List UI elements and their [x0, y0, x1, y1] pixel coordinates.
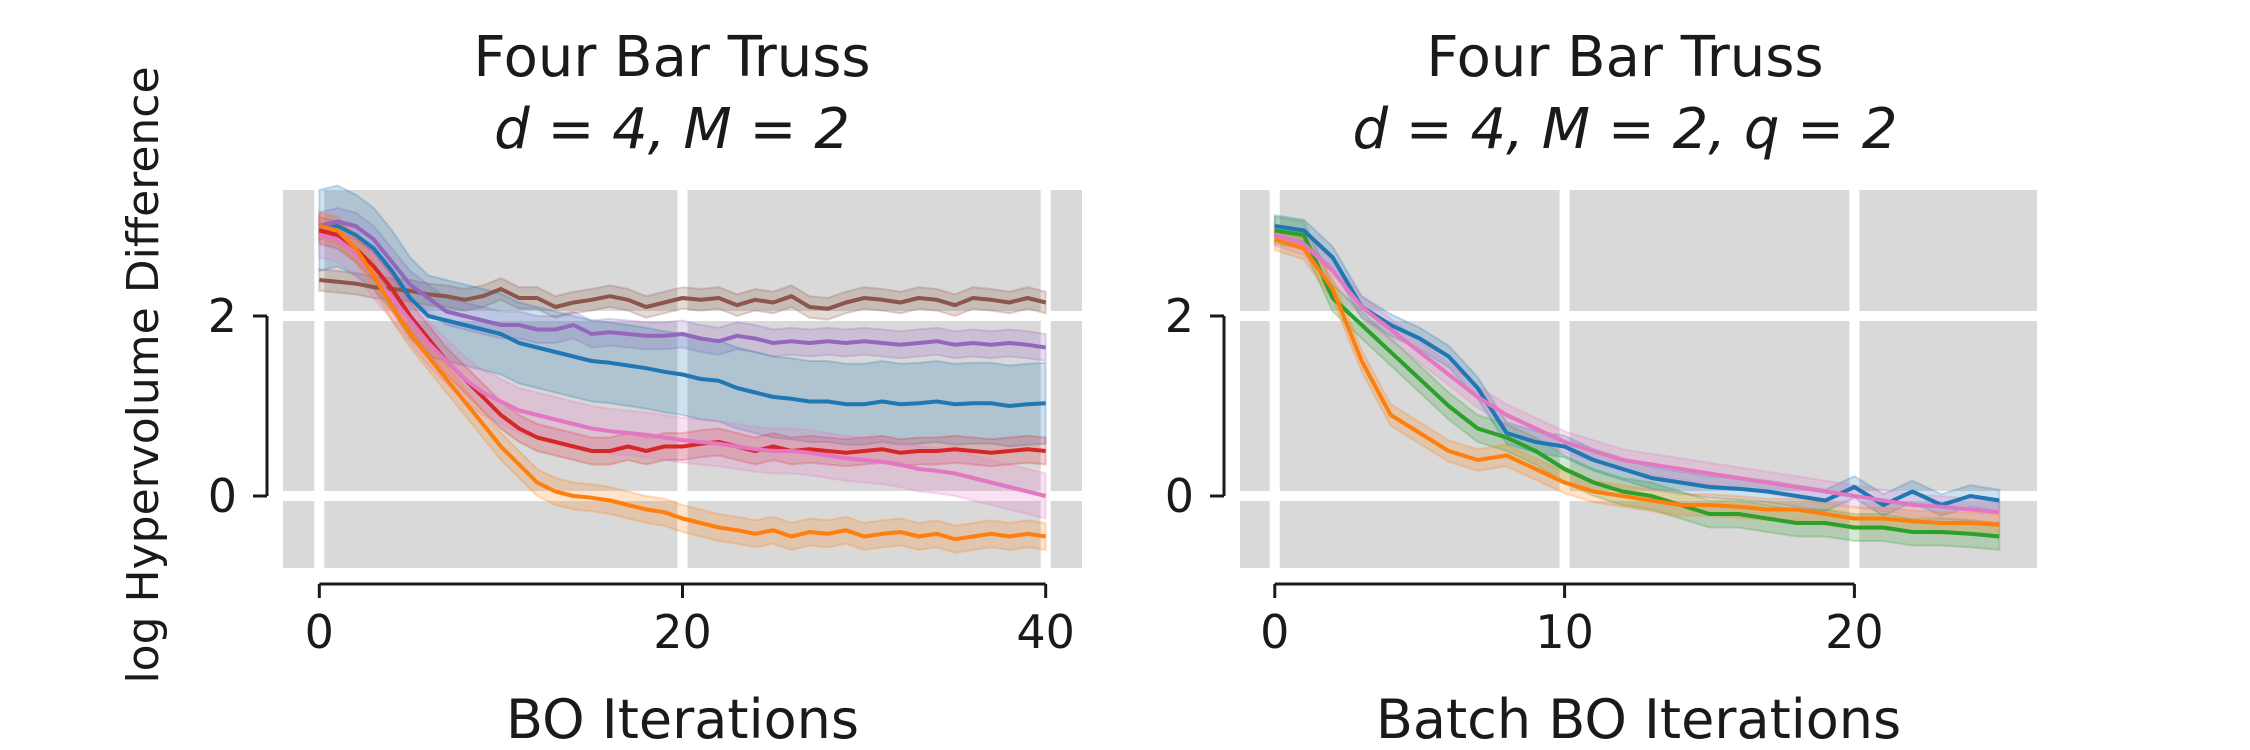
series-band-2 — [1273, 215, 2001, 552]
y-tick-label: 2 — [1165, 289, 1194, 343]
chart-title-line1: Four Bar Truss — [1426, 25, 1823, 90]
x-tick-label: 0 — [1260, 605, 1289, 659]
series-line-1 — [1274, 224, 2000, 507]
chart-title-line2: d = 4, M = 2 — [494, 97, 850, 162]
x-axis-label: Batch BO Iterations — [1376, 688, 1901, 750]
x-tick-label: 20 — [1825, 605, 1884, 659]
series-line-1 — [319, 278, 1047, 311]
series-line-6 — [318, 224, 1046, 542]
series-band-3 — [318, 184, 1047, 448]
chart-panel-2: Four Bar Truss d = 4, M = 2, q = 2 0 10 20 0 2… — [1165, 25, 2037, 750]
chart-title-line1: Four Bar Truss — [473, 25, 870, 90]
series-line-4 — [1274, 237, 2000, 527]
series-band-6 — [318, 211, 1047, 554]
y-tick-label: 2 — [208, 289, 237, 343]
series-line-5 — [318, 233, 1047, 498]
x-axis-label: BO Iterations — [506, 688, 859, 750]
series-line-2 — [318, 219, 1046, 350]
series-band-1 — [318, 268, 1047, 321]
x-tick-label: 40 — [1016, 605, 1075, 659]
x-tick-label: 0 — [305, 605, 334, 659]
series-band-4 — [318, 215, 1047, 468]
y-tick-label: 0 — [208, 469, 237, 523]
chart-title-line2: d = 4, M = 2, q = 2 — [1352, 97, 1897, 162]
x-tick-label: 20 — [653, 605, 712, 659]
series-line-2 — [1274, 228, 2000, 539]
y-tick-label: 0 — [1165, 469, 1194, 523]
series-line-3 — [1274, 233, 2000, 515]
shared-y-axis-label: log Hypervolume Difference — [118, 66, 169, 683]
series-line-3 — [318, 224, 1046, 408]
series-band-2 — [318, 206, 1047, 363]
chart-panel-1: Four Bar Truss d = 4, M = 2 0 20 40 0 2 BO Iter… — [208, 25, 1082, 750]
x-tick-label: 10 — [1535, 605, 1594, 659]
